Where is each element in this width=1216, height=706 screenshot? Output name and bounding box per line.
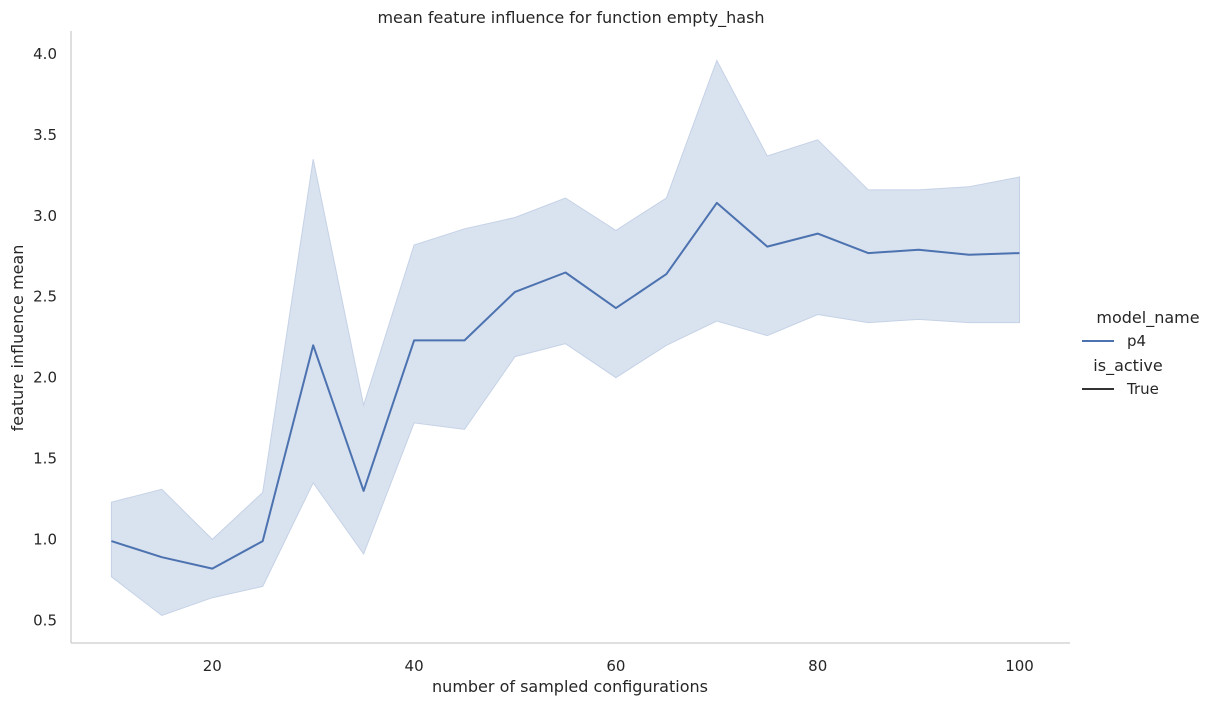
series-line-p4 <box>111 201 1020 570</box>
y-axis-label: feature influence mean <box>8 245 27 432</box>
data-point-p4-15 <box>866 251 870 255</box>
data-point-p4-17 <box>967 253 971 257</box>
y-tick-label: 1.5 <box>33 450 57 468</box>
x-tick-label: 100 <box>1005 657 1034 675</box>
y-tick-label: 0.5 <box>33 611 57 629</box>
legend-style-title: is_active <box>1093 356 1162 376</box>
legend-hue-label: p4 <box>1127 332 1146 350</box>
data-point-p4-16 <box>917 248 921 252</box>
x-tick-label: 80 <box>808 657 827 675</box>
data-point-p4-0 <box>109 539 113 543</box>
data-point-p4-7 <box>463 338 467 342</box>
y-tick-label: 2.0 <box>33 369 57 387</box>
legend-hue-title: model_name <box>1096 308 1199 328</box>
x-axis-ticks: 20 40 60 80 100 <box>203 657 1034 675</box>
confidence-band-p4 <box>110 59 1020 617</box>
legend: model_name p4 is_active True <box>1082 308 1200 398</box>
data-point-p4-14 <box>816 232 820 236</box>
chart-title: mean feature influence for function empt… <box>377 8 764 28</box>
x-axis-label: number of sampled configurations <box>432 677 708 696</box>
legend-style-label: True <box>1126 380 1159 398</box>
data-point-p4-13 <box>765 245 769 249</box>
data-point-p4-4 <box>311 343 315 347</box>
x-tick-label: 60 <box>606 657 625 675</box>
y-tick-label: 3.0 <box>33 207 57 225</box>
data-point-p4-5 <box>362 489 366 493</box>
data-point-p4-3 <box>261 539 265 543</box>
data-point-p4-10 <box>614 306 618 310</box>
y-tick-label: 4.0 <box>33 45 57 63</box>
y-axis-ticks: 0.5 1.0 1.5 2.0 2.5 3.0 3.5 4.0 <box>33 45 57 629</box>
x-tick-label: 40 <box>405 657 424 675</box>
data-point-p4-9 <box>563 270 567 274</box>
y-tick-label: 1.0 <box>33 530 57 548</box>
data-point-p4-1 <box>160 555 164 559</box>
data-point-p4-12 <box>715 201 719 205</box>
data-point-p4-18 <box>1018 251 1022 255</box>
data-point-p4-8 <box>513 290 517 294</box>
data-point-p4-2 <box>210 567 214 571</box>
y-tick-label: 2.5 <box>33 288 57 306</box>
y-tick-label: 3.5 <box>33 126 57 144</box>
data-point-p4-11 <box>664 272 668 276</box>
data-point-p4-6 <box>412 338 416 342</box>
axes <box>70 31 1070 644</box>
plot-area <box>109 59 1022 617</box>
x-tick-label: 20 <box>203 657 222 675</box>
